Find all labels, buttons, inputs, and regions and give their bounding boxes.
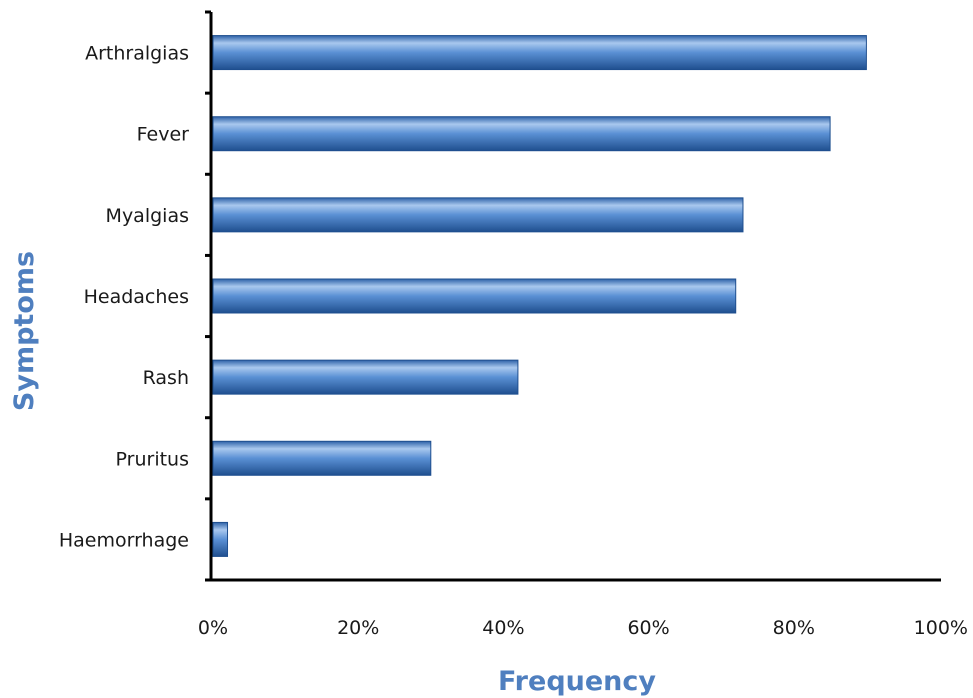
bar-headaches xyxy=(212,278,737,314)
x-tick-label: 100% xyxy=(914,617,968,639)
y-ticks xyxy=(205,10,211,582)
category-label-rash: Rash xyxy=(143,367,189,389)
category-label-haemorrhage: Haemorrhage xyxy=(59,529,189,551)
bar-haemorrhage xyxy=(212,521,229,557)
x-axis-title: Frequency xyxy=(498,666,656,697)
x-tick-label: 20% xyxy=(337,617,379,639)
x-tick-labels: 0% 20% 40% 60% 80% 100% xyxy=(198,617,968,639)
category-label-arthralgias: Arthralgias xyxy=(85,43,189,65)
category-label-myalgias: Myalgias xyxy=(106,205,189,227)
category-label-pruritus: Pruritus xyxy=(116,448,189,470)
x-tick-label: 80% xyxy=(773,617,815,639)
category-label-fever: Fever xyxy=(137,124,190,146)
x-tick-label: 0% xyxy=(198,617,228,639)
bar-fever xyxy=(212,116,831,152)
bar-pruritus xyxy=(212,440,432,476)
x-tick-label: 40% xyxy=(482,617,524,639)
category-label-headaches: Headaches xyxy=(84,286,189,308)
bars-layer xyxy=(212,35,867,557)
y-axis-title: Symptoms xyxy=(9,251,40,411)
bar-rash xyxy=(212,359,519,395)
bar-arthralgias xyxy=(212,35,867,71)
category-labels: Arthralgias Fever Myalgias Headaches Rash Pru… xyxy=(59,43,189,552)
x-tick-label: 60% xyxy=(627,617,669,639)
bar-myalgias xyxy=(212,197,744,233)
